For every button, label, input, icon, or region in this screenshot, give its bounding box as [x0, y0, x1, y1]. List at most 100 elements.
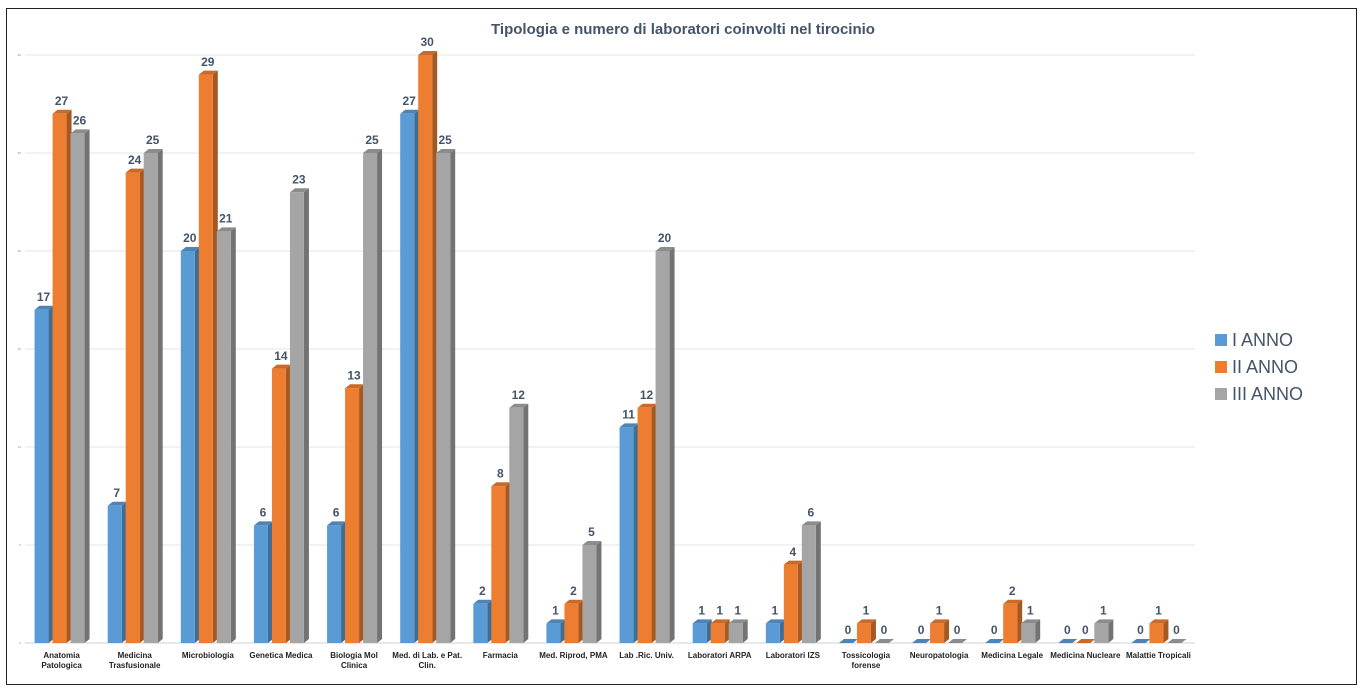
bar	[801, 525, 816, 643]
bar-side	[194, 247, 200, 643]
y-tick-label: 10	[18, 445, 22, 449]
data-label: 1	[734, 604, 741, 618]
x-tick-label: Genetica Medica	[249, 651, 313, 660]
bar-top	[692, 619, 712, 624]
x-label-box: Biologia Mol Clinica	[330, 651, 378, 670]
x-tick-label: Biologia Mol Clinica	[330, 651, 378, 670]
bar-side	[578, 599, 584, 643]
x-tick-label: Med. di Lab. e Pat. Clin.	[392, 651, 463, 670]
legend-label: I ANNO	[1232, 330, 1293, 350]
bar-top	[327, 521, 347, 526]
data-label: 1	[716, 604, 723, 618]
bar-top	[765, 619, 785, 624]
bar	[34, 309, 49, 643]
x-tick-label: Medicina Trasfusionale	[108, 651, 161, 670]
bar-side	[815, 521, 821, 643]
data-label: 1	[1027, 604, 1034, 618]
bar-top	[1021, 619, 1041, 624]
bar-top	[345, 384, 365, 389]
bar	[198, 74, 213, 644]
bar-side	[669, 247, 675, 643]
bar-top	[509, 403, 529, 408]
data-label: 6	[333, 506, 340, 520]
bar	[619, 427, 634, 643]
bar-side	[48, 305, 54, 643]
x-tick-label: Medicina Legale	[981, 651, 1044, 660]
frame	[6, 8, 1357, 685]
data-label: 8	[497, 466, 504, 480]
bar-side	[1035, 619, 1041, 643]
bar-side	[157, 149, 163, 643]
data-label: 0	[954, 623, 961, 637]
bar-top	[948, 639, 968, 643]
data-label: 29	[201, 55, 215, 69]
bar	[655, 251, 670, 643]
bar-top	[838, 639, 858, 643]
bar-top	[564, 599, 584, 604]
data-label: 14	[274, 349, 288, 363]
bar-side	[84, 129, 90, 643]
x-label-box: Medicina Legale	[981, 651, 1044, 660]
bar	[289, 192, 304, 643]
x-tick-label: Tossicologia forense	[841, 651, 891, 670]
bar	[400, 113, 415, 644]
bar-top	[52, 109, 72, 114]
data-label: 13	[347, 368, 361, 382]
x-tick-label: Microbiologia	[181, 651, 234, 660]
data-label: 12	[640, 388, 654, 402]
bar-side	[1163, 619, 1169, 643]
bar-top	[582, 541, 602, 545]
y-tick-label: 20	[18, 249, 22, 253]
bar-top	[728, 619, 748, 624]
bar	[253, 525, 268, 643]
bar	[710, 623, 725, 643]
x-label-box: Farmacia	[483, 651, 518, 660]
data-label: 4	[789, 545, 796, 559]
data-label: 0	[1082, 623, 1089, 637]
bar-side	[944, 619, 950, 643]
data-label: 20	[658, 231, 672, 245]
x-label-box: Anatomia Patologica	[41, 651, 81, 670]
x-tick-label: Lab .Ric. Univ.	[619, 651, 674, 660]
bar	[692, 623, 707, 643]
bar-side	[267, 521, 273, 643]
data-label: 2	[1009, 584, 1016, 598]
bar	[765, 623, 780, 643]
bar-side	[432, 51, 438, 643]
bar-top	[1076, 639, 1096, 643]
bar	[1094, 623, 1109, 643]
legend-swatch	[1215, 334, 1227, 346]
bar-top	[491, 482, 511, 487]
data-label: 6	[260, 506, 267, 520]
data-label: 0	[918, 623, 925, 637]
data-label: 20	[183, 231, 197, 245]
bar-top	[637, 403, 657, 408]
bar-side	[651, 403, 657, 643]
x-label-box: Neuropatologia	[910, 651, 969, 660]
x-tick-label: Medicina Nucleare	[1050, 651, 1121, 660]
data-label: 26	[73, 114, 87, 128]
data-label: 5	[588, 525, 595, 539]
bar-top	[436, 149, 456, 153]
chart-title: Tipologia e numero di laboratori coinvol…	[491, 21, 875, 38]
bar-top	[180, 247, 200, 251]
data-label: 1	[552, 604, 559, 618]
data-label: 2	[479, 584, 486, 598]
bar-side	[505, 482, 511, 643]
bar-side	[377, 149, 383, 643]
bar-top	[874, 639, 894, 643]
bar	[1021, 623, 1036, 643]
bar-top	[1058, 639, 1078, 643]
bar-side	[341, 521, 347, 643]
bar-top	[1094, 619, 1114, 624]
bar-side	[1017, 599, 1023, 643]
legend-swatch	[1215, 388, 1227, 400]
bar-top	[1149, 619, 1169, 624]
bar-side	[450, 149, 456, 643]
data-label: 25	[146, 133, 160, 147]
bar-side	[560, 619, 566, 643]
data-label: 30	[421, 35, 435, 49]
x-label-box: Malattie Tropicali	[1126, 651, 1191, 660]
